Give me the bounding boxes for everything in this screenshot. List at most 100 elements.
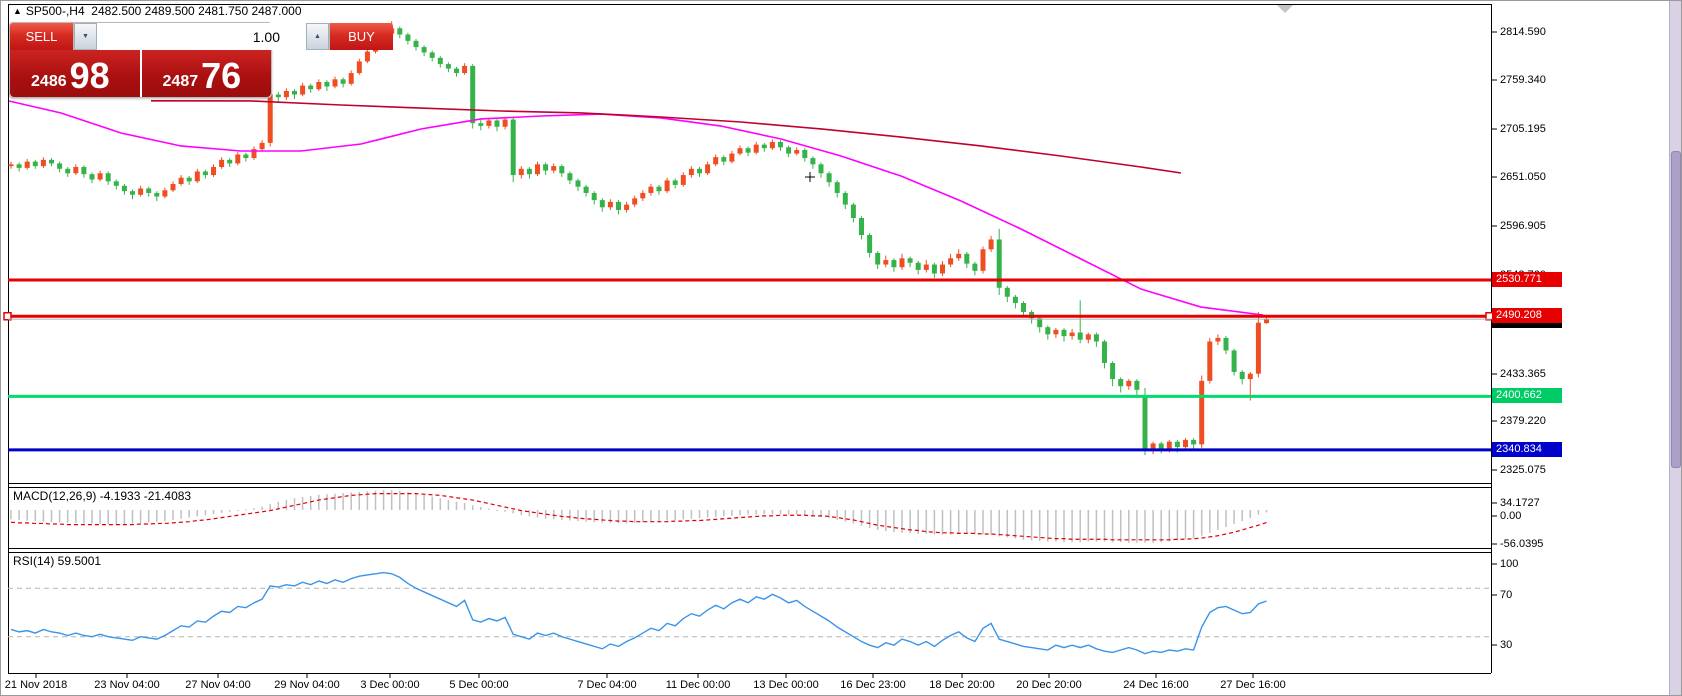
macd-histogram-bar xyxy=(755,510,757,515)
price-axis-label: 2759.340 xyxy=(1500,74,1546,86)
price-line-badge: 2340.834 xyxy=(1492,442,1562,457)
macd-histogram-bar xyxy=(885,510,887,532)
time-axis-label: 7 Dec 04:00 xyxy=(577,679,637,691)
macd-histogram-bar xyxy=(253,508,255,510)
macd-histogram-bar xyxy=(496,510,498,511)
candle-body xyxy=(356,61,362,74)
macd-histogram-bar xyxy=(609,510,612,523)
macd-histogram-bar xyxy=(75,510,77,523)
candle-body xyxy=(883,260,889,265)
buy-button[interactable]: BUY xyxy=(330,23,393,50)
macd-histogram-bar xyxy=(933,510,936,535)
macd-histogram-bar xyxy=(739,510,741,516)
macd-histogram-bar xyxy=(10,510,12,520)
buy-price-display[interactable]: 2487 76 5 xyxy=(142,50,272,97)
symbol-ohlc-values: 2482.500 2489.500 2481.750 2487.000 xyxy=(91,4,302,18)
volume-input[interactable] xyxy=(97,23,306,50)
macd-histogram-bar xyxy=(245,509,247,511)
macd-histogram-bar xyxy=(1071,510,1073,543)
macd-histogram-bar xyxy=(625,510,628,524)
macd-indicator-label: MACD(12,26,9) -4.1933 -21.4083 xyxy=(13,489,192,503)
candle-body xyxy=(891,260,897,268)
macd-histogram-bar xyxy=(909,510,911,534)
candle-body xyxy=(923,264,929,270)
macd-histogram-bar xyxy=(633,510,636,523)
sell-price-display[interactable]: 2486 98 5 xyxy=(10,50,142,97)
symbol-name: SP500-,H4 xyxy=(25,4,85,18)
macd-histogram-bar xyxy=(407,491,409,510)
macd-histogram-bar xyxy=(1103,510,1106,542)
candle-body xyxy=(178,177,184,185)
macd-histogram-bar xyxy=(698,510,701,519)
candle-body xyxy=(154,192,160,197)
macd-histogram-bar xyxy=(196,510,199,517)
macd-histogram-bar xyxy=(852,510,855,524)
candle-body xyxy=(1004,287,1010,297)
macd-histogram-bar xyxy=(423,494,425,510)
candle-body xyxy=(850,204,856,219)
candle-body xyxy=(956,253,962,259)
candle-body xyxy=(575,180,581,187)
macd-histogram-bar xyxy=(164,510,166,522)
candle-body xyxy=(130,191,135,195)
candle-body xyxy=(543,164,549,171)
macd-histogram-bar xyxy=(642,510,644,523)
macd-histogram-bar xyxy=(763,510,766,515)
macd-histogram-bar xyxy=(650,510,652,522)
macd-histogram-bar xyxy=(982,510,984,535)
candle-body xyxy=(1174,441,1180,448)
candle-body xyxy=(745,148,751,153)
macd-histogram-bar xyxy=(34,510,37,522)
macd-histogram-bar xyxy=(1257,510,1260,515)
candle-body xyxy=(502,119,508,127)
candle-body xyxy=(624,204,630,210)
candle-body xyxy=(413,40,419,48)
candle-body xyxy=(1150,443,1156,451)
candle-body xyxy=(1199,380,1205,445)
macd-axis-label: -56.0395 xyxy=(1500,538,1544,550)
macd-histogram-bar xyxy=(844,510,847,522)
volume-decrease-button[interactable]: ▼ xyxy=(74,23,97,50)
line-drag-handle[interactable] xyxy=(3,311,12,321)
candle-body xyxy=(1191,439,1197,445)
candle-body xyxy=(324,82,330,87)
candle-body xyxy=(494,120,500,127)
volume-increase-button[interactable]: ▲ xyxy=(306,23,329,50)
candle-body xyxy=(1223,337,1229,351)
candle-body xyxy=(940,264,945,274)
macd-histogram-bar xyxy=(1217,510,1219,530)
macd-histogram-bar xyxy=(1249,510,1252,519)
scrollbar-thumb[interactable] xyxy=(1671,151,1681,468)
macd-histogram-bar xyxy=(925,510,928,534)
macd-histogram-bar xyxy=(998,510,1000,537)
macd-histogram-bar xyxy=(277,501,280,510)
candle-body xyxy=(713,157,719,165)
macd-histogram-bar xyxy=(139,510,142,523)
candle-body xyxy=(421,47,427,53)
macd-histogram-bar xyxy=(1095,510,1098,542)
buy-price-big: 76 xyxy=(201,55,242,96)
macd-histogram-bar xyxy=(237,510,239,511)
sell-button[interactable]: SELL xyxy=(10,23,73,50)
candle-body xyxy=(1061,329,1067,337)
candle-body xyxy=(826,173,832,183)
candle-body xyxy=(1118,379,1124,387)
candle-body xyxy=(462,65,468,74)
vertical-scrollbar[interactable] xyxy=(1669,1,1681,695)
price-axis-label: 2596.905 xyxy=(1500,220,1546,232)
candle-body xyxy=(113,181,119,186)
candle-body xyxy=(478,123,484,126)
candle-body xyxy=(688,168,694,176)
candle-body xyxy=(300,85,306,95)
macd-histogram-bar xyxy=(1160,510,1162,543)
candle-body xyxy=(32,161,38,167)
time-axis-label: 18 Dec 20:00 xyxy=(929,679,995,691)
macd-histogram-bar xyxy=(212,510,215,515)
candle-body xyxy=(1110,362,1116,380)
macd-histogram-bar xyxy=(941,510,944,535)
candle-body xyxy=(146,188,152,193)
candle-body xyxy=(97,173,103,180)
macd-histogram-bar xyxy=(1055,510,1057,542)
candle-body xyxy=(810,158,816,165)
